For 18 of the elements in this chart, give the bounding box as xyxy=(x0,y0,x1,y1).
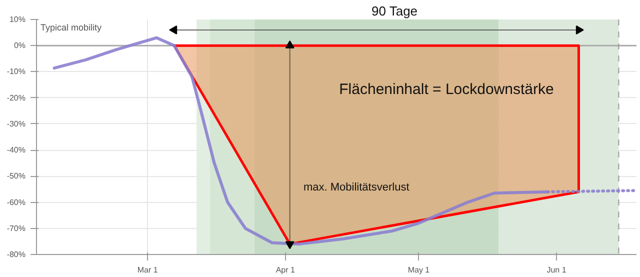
y-tick-label: -20% xyxy=(6,93,26,102)
y-tick-label: 10% xyxy=(9,15,26,24)
x-tick-label: Jun 1 xyxy=(546,266,567,274)
x-tick-label: Apr 1 xyxy=(276,266,296,274)
y-tick-label: -80% xyxy=(6,250,26,259)
annotation: Typical mobility xyxy=(40,22,102,32)
y-tick-label: 0% xyxy=(14,41,26,50)
y-tick-label: -50% xyxy=(6,172,26,181)
y-tick-label: -10% xyxy=(6,67,26,76)
y-tick-label: -40% xyxy=(6,146,26,155)
annotation: max. Mobilitätsverlust xyxy=(304,182,410,194)
y-tick-label: -30% xyxy=(6,119,26,128)
y-tick-label: -60% xyxy=(6,198,26,207)
text: 90 Tage xyxy=(372,4,418,18)
x-tick-label: May 1 xyxy=(408,266,430,274)
x-tick-label: Mar 1 xyxy=(137,266,158,274)
annotation: Flächeninhalt = Lockdownstärke xyxy=(339,81,554,98)
y-tick-label: -70% xyxy=(6,224,26,233)
